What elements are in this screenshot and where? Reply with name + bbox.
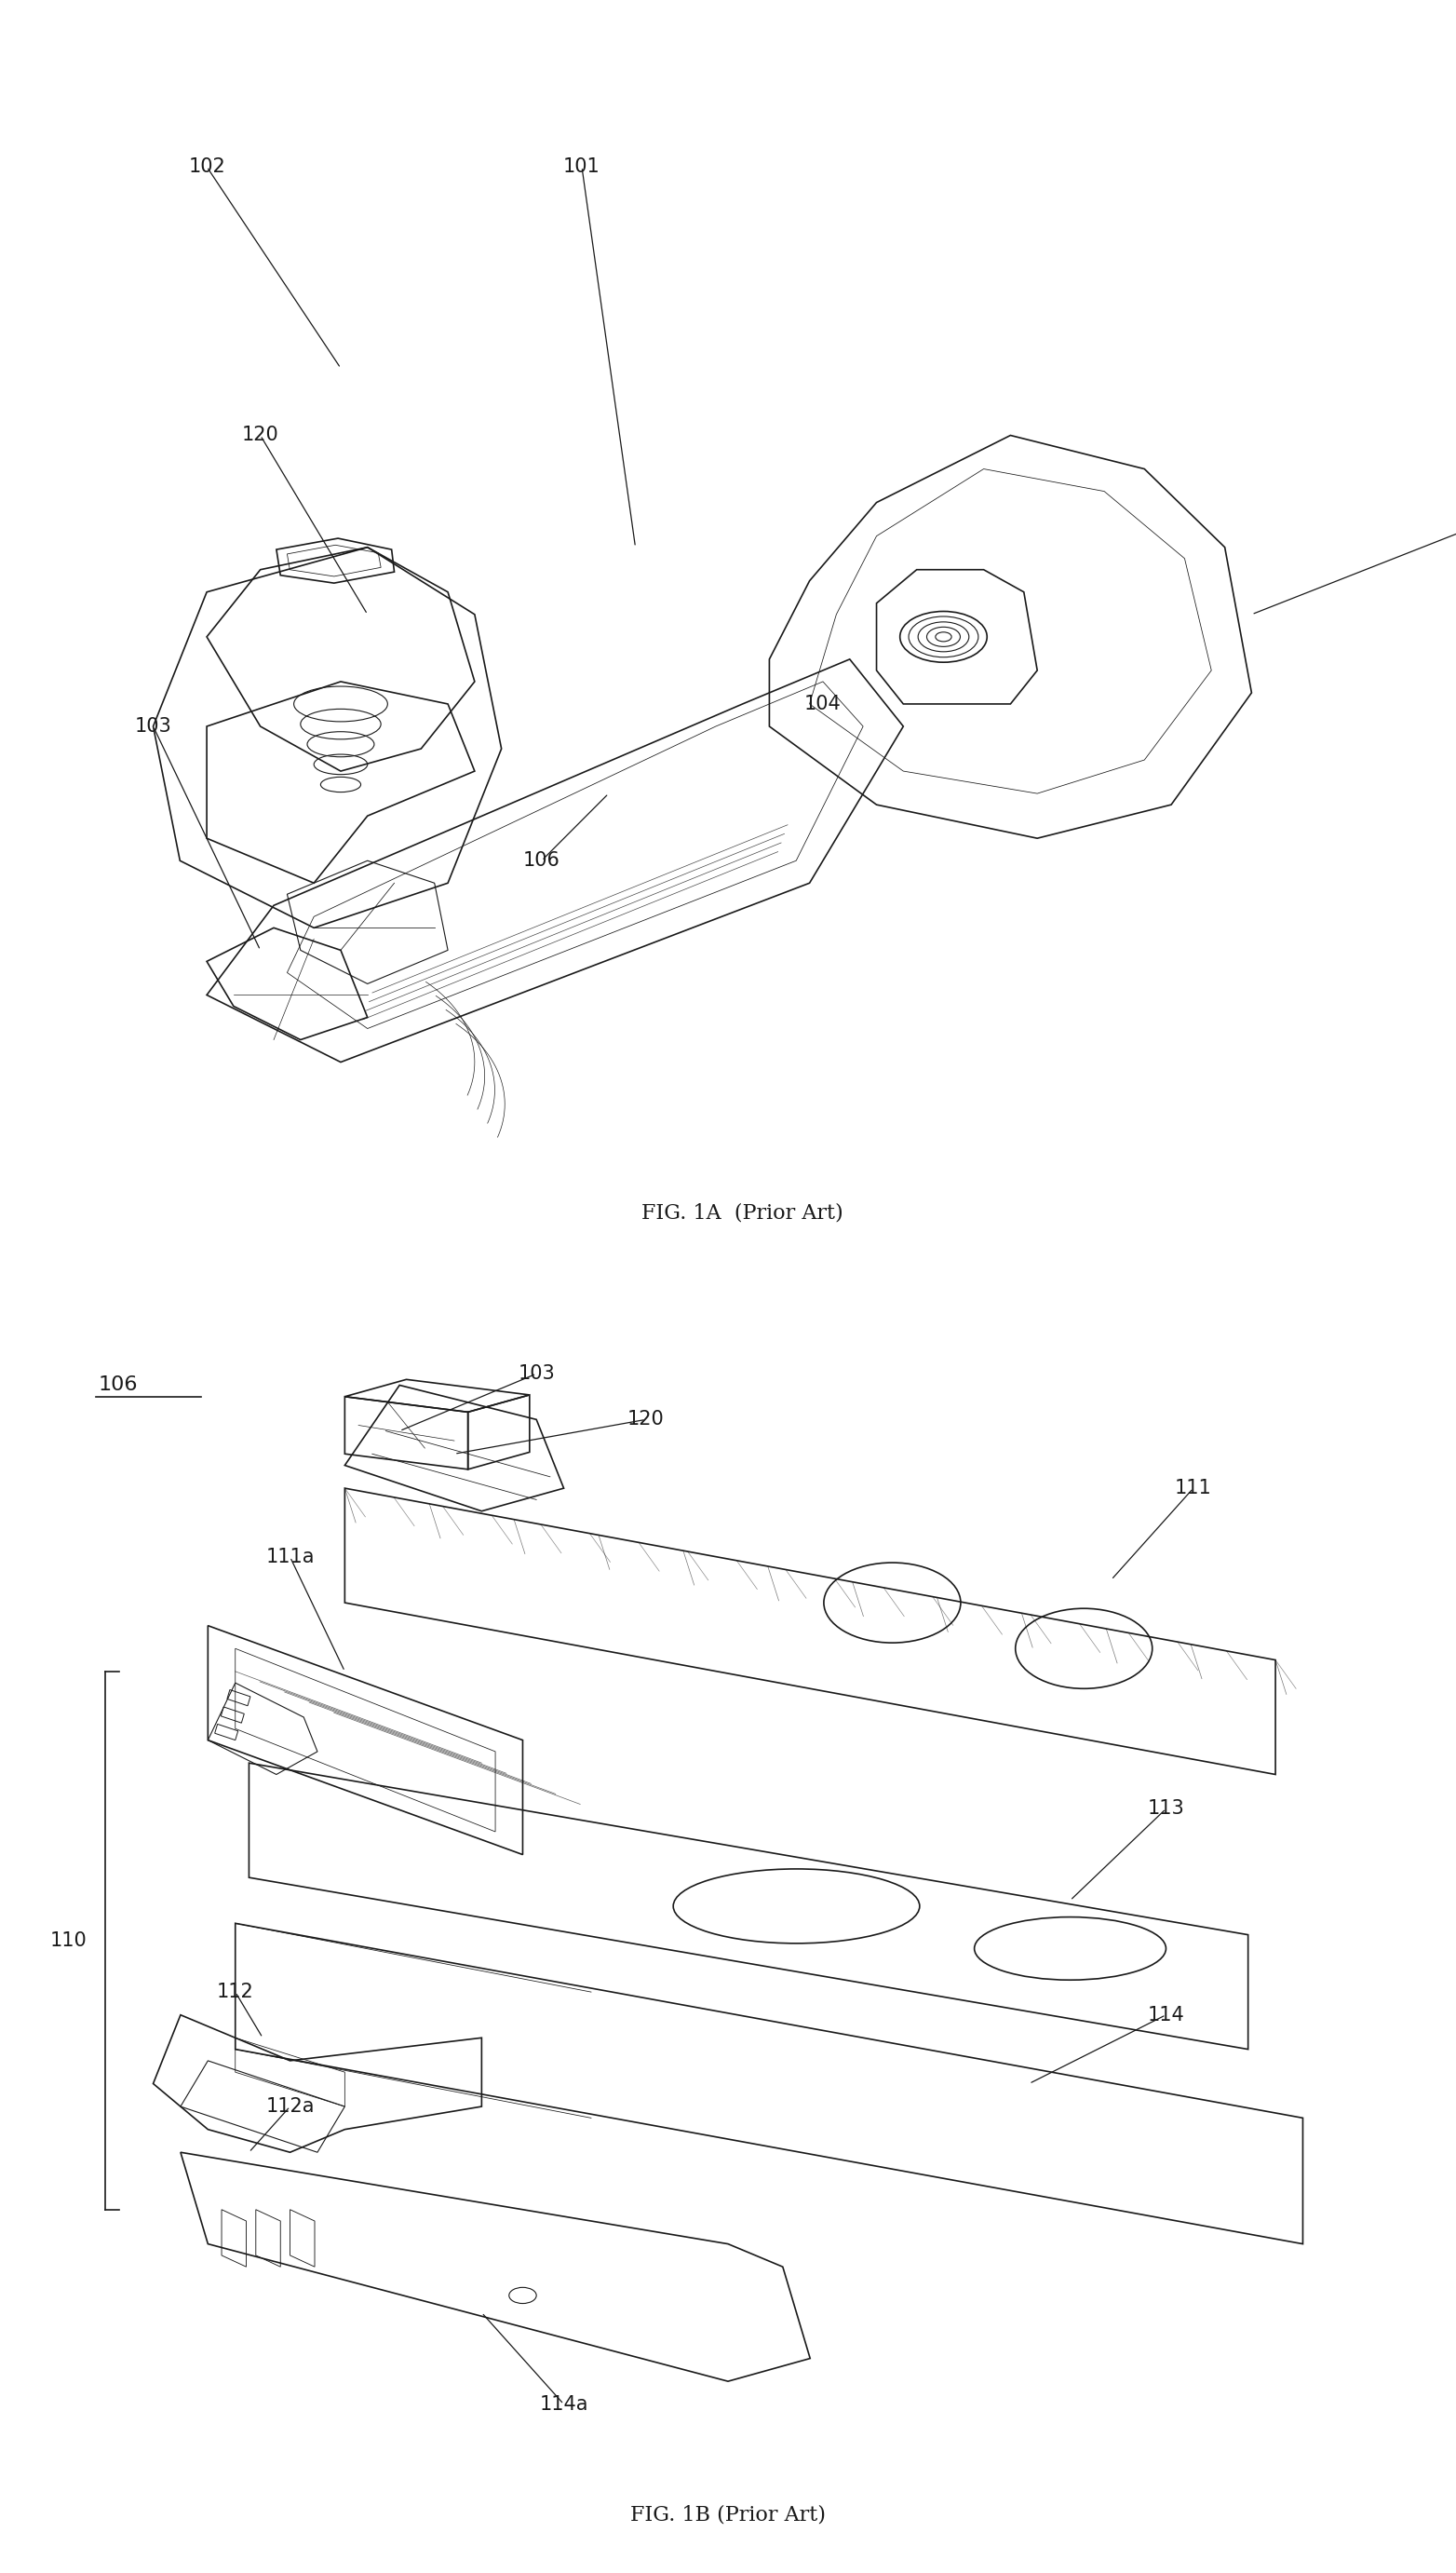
Text: 111: 111 bbox=[1175, 1479, 1211, 1497]
Text: 112: 112 bbox=[217, 1984, 253, 2002]
Text: 114: 114 bbox=[1147, 2004, 1185, 2025]
Text: 113: 113 bbox=[1147, 1799, 1185, 1819]
Text: 101: 101 bbox=[563, 157, 600, 175]
Text: FIG. 1A  (Prior Art): FIG. 1A (Prior Art) bbox=[642, 1202, 843, 1222]
Text: 104: 104 bbox=[804, 695, 842, 713]
Text: 103: 103 bbox=[518, 1364, 555, 1384]
Text: 106: 106 bbox=[523, 852, 561, 870]
Text: 110: 110 bbox=[50, 1932, 87, 1950]
Text: 106: 106 bbox=[99, 1377, 138, 1395]
Text: 111a: 111a bbox=[265, 1546, 314, 1567]
Text: 120: 120 bbox=[628, 1410, 664, 1428]
Text: 112a: 112a bbox=[265, 2097, 314, 2115]
Text: 102: 102 bbox=[188, 157, 226, 175]
Text: 114a: 114a bbox=[539, 2395, 588, 2413]
Text: 103: 103 bbox=[134, 718, 172, 736]
Text: FIG. 1B (Prior Art): FIG. 1B (Prior Art) bbox=[630, 2506, 826, 2527]
Text: 120: 120 bbox=[242, 427, 280, 445]
